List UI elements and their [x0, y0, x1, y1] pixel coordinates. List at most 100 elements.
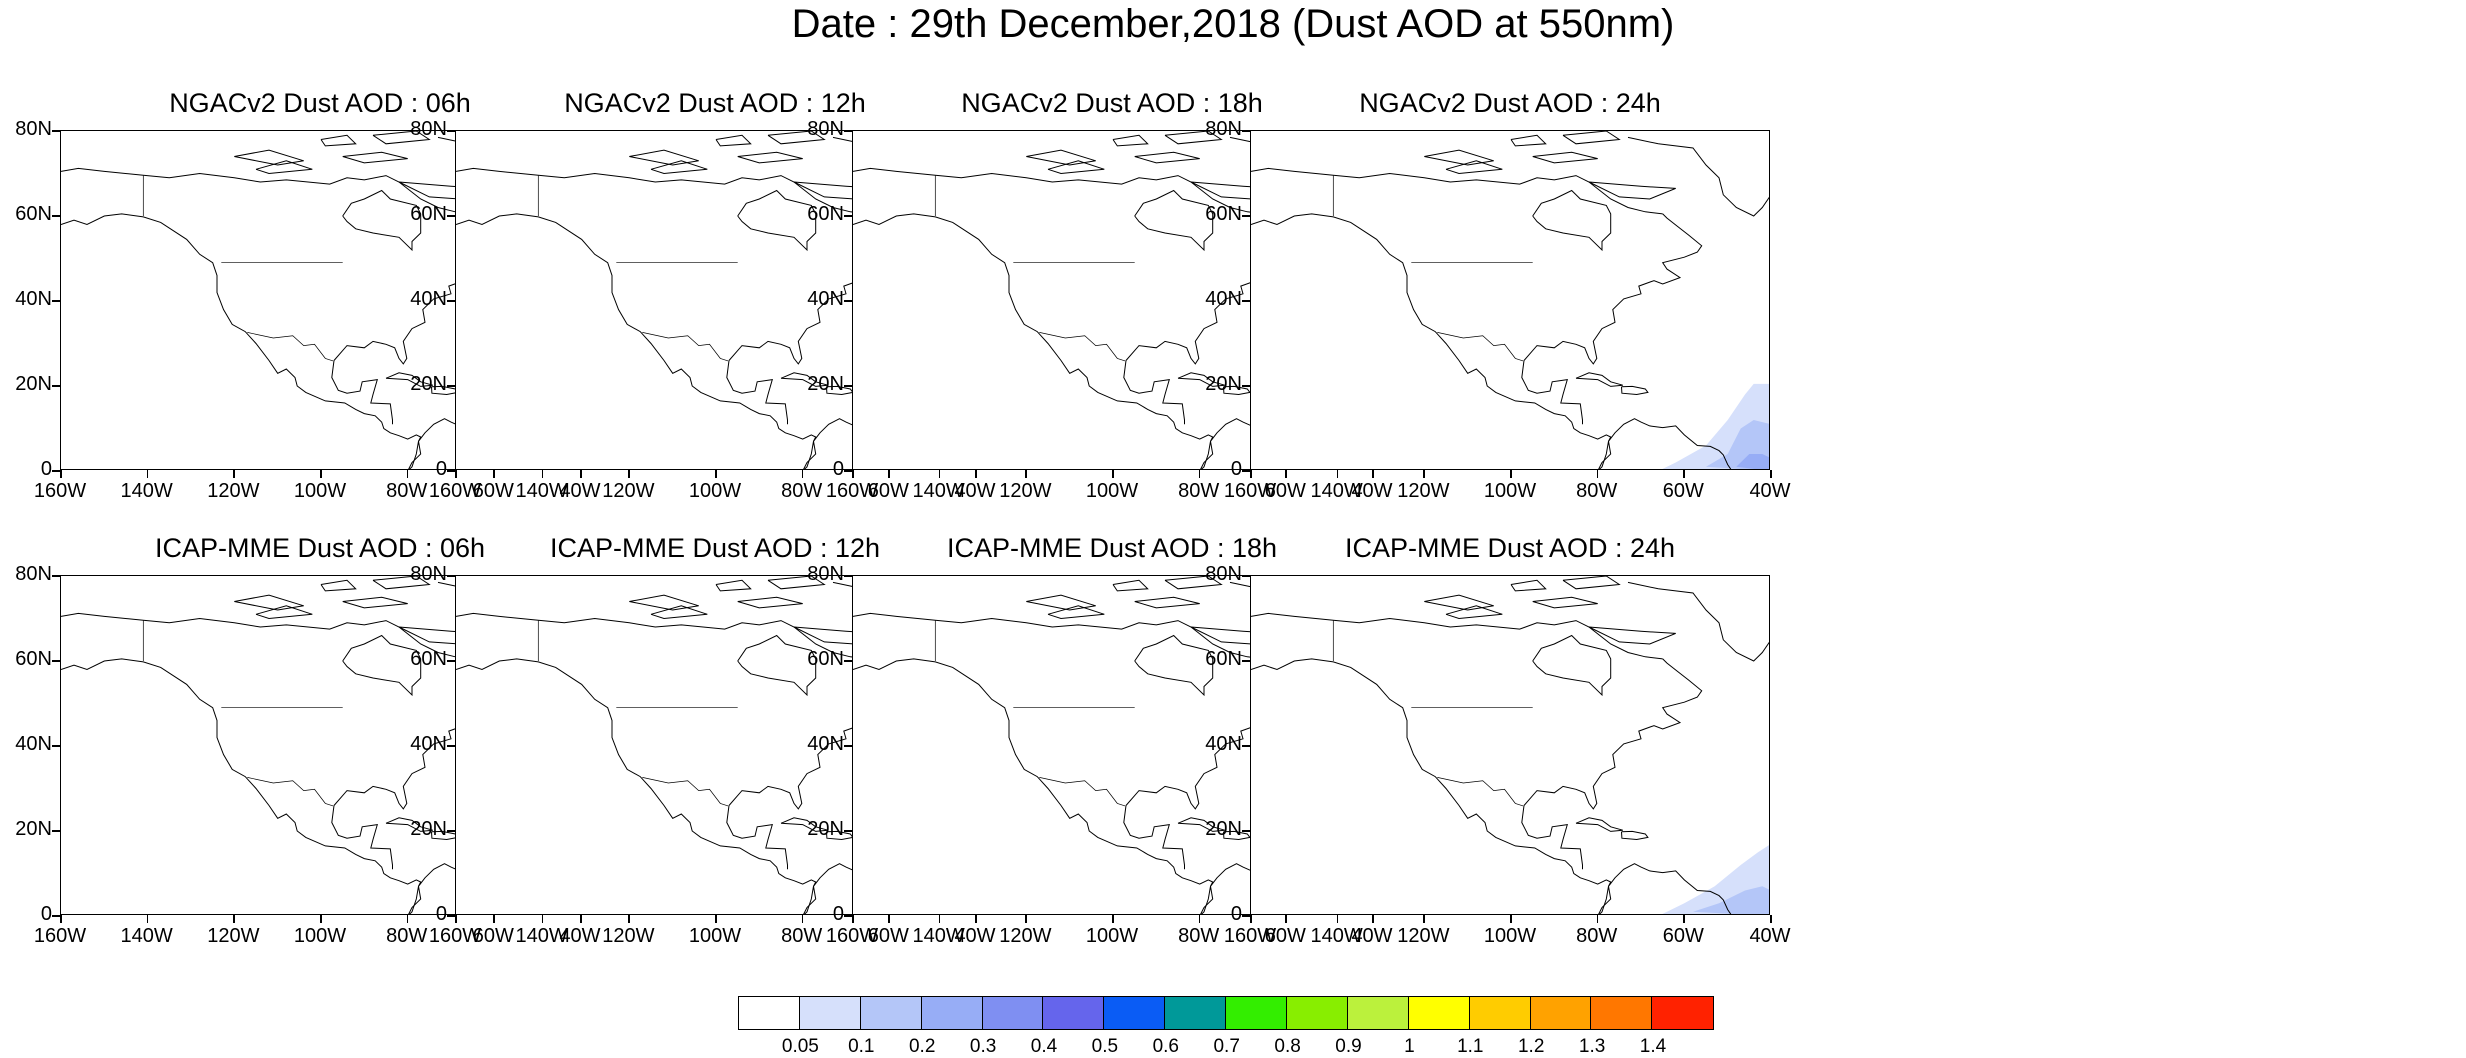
x-tick-label: 120W [999, 480, 1052, 502]
coastline [255, 605, 313, 620]
y-tick-label: 40N [1205, 733, 1242, 755]
y-tick-mark [1242, 470, 1250, 472]
coastline [61, 213, 422, 469]
coastline [1177, 372, 1225, 387]
x-tick-mark [493, 915, 495, 923]
panel-title: NGACv2 Dust AOD : 18h [961, 88, 1263, 118]
coastline [1164, 131, 1223, 145]
x-tick-label: 40W [559, 480, 601, 502]
x-tick-mark [1198, 470, 1201, 478]
x-tick-mark [938, 470, 941, 478]
coastline [385, 817, 433, 832]
x-tick-mark [1770, 915, 1772, 923]
y-tick-label: 20N [15, 373, 52, 395]
y-tick-label: 0 [1230, 903, 1242, 925]
colorbar-label: 0.8 [1274, 1036, 1301, 1057]
x-tick-label: 60W [1264, 480, 1306, 502]
coastline [1251, 213, 1612, 469]
y-tick-mark [447, 660, 455, 662]
x-tick-label: 60W [867, 925, 909, 947]
coastline [234, 594, 304, 611]
x-tick-mark [146, 915, 149, 923]
x-tick-label: 60W [1264, 925, 1306, 947]
x-tick-label: 120W [1397, 925, 1450, 947]
coastline [737, 596, 803, 609]
y-tick-label: 0 [40, 903, 52, 925]
x-tick-label: 40W [1351, 480, 1393, 502]
coastline [1112, 579, 1149, 592]
x-tick-label: 100W [1483, 925, 1537, 947]
coastline [342, 634, 422, 697]
coastline [780, 372, 828, 387]
coastline [853, 612, 936, 621]
coastline [853, 658, 1214, 914]
coastline [255, 160, 313, 175]
x-tick-mark [541, 470, 544, 478]
y-tick-mark [52, 130, 60, 132]
y-tick-label: 40N [1205, 288, 1242, 310]
y-tick-label: 0 [832, 458, 844, 480]
x-tick-mark [1770, 470, 1772, 478]
x-tick-mark [455, 470, 457, 478]
x-tick-mark [406, 915, 409, 923]
x-tick-label: 100W [688, 480, 742, 502]
colorbar-label: 0.05 [781, 1036, 819, 1057]
x-tick-label: 140W [912, 925, 965, 947]
y-tick-mark [844, 575, 852, 577]
y-tick-mark [447, 130, 455, 132]
y-tick-mark [844, 300, 852, 302]
y-tick-label: 0 [1230, 458, 1242, 480]
x-tick-label: 140W [515, 480, 568, 502]
x-tick-mark [1250, 470, 1252, 478]
x-tick-mark [888, 915, 890, 923]
x-tick-label: 100W [1085, 925, 1139, 947]
y-tick-mark [1242, 830, 1250, 832]
coastline [234, 149, 304, 166]
y-tick-label: 20N [1205, 373, 1242, 395]
x-tick-label: 100W [1483, 480, 1537, 502]
panel-title: ICAP-MME Dust AOD : 12h [549, 533, 881, 563]
coastline [342, 151, 408, 164]
x-tick-label: 160W [1223, 480, 1277, 502]
coastline [767, 576, 826, 590]
colorbar-swatch [1591, 997, 1653, 1029]
x-tick-mark [541, 915, 544, 923]
country-border [642, 777, 729, 807]
x-tick-mark [1250, 915, 1252, 923]
panel-title: ICAP-MME Dust AOD : 06h [154, 533, 486, 563]
y-tick-label: 60N [410, 203, 447, 225]
x-tick-mark [1112, 915, 1114, 923]
x-tick-mark [233, 915, 235, 923]
y-tick-mark [844, 470, 852, 472]
coastline [320, 134, 357, 147]
x-tick-mark [1510, 470, 1512, 478]
colorbar-swatch [799, 997, 861, 1029]
x-tick-label: 80W [1576, 480, 1618, 502]
colorbar-swatch [1287, 997, 1348, 1029]
map-panel: ICAP-MME Dust AOD : 24h 80N 60N 40N 20N 0 160W… [1190, 533, 1810, 973]
coastline [1251, 167, 1334, 176]
colorbar-swatch [1652, 997, 1714, 1029]
x-tick-label: 160W [428, 925, 482, 947]
country-border [1437, 777, 1524, 807]
coastline [1575, 372, 1623, 387]
x-tick-label: 140W [120, 480, 173, 502]
country-border [1437, 332, 1524, 362]
y-tick-label: 20N [1205, 818, 1242, 840]
x-tick-label: 120W [1397, 480, 1450, 502]
x-tick-label: 120W [602, 480, 655, 502]
x-tick-mark [852, 470, 854, 478]
coastline [780, 817, 828, 832]
coastline [853, 167, 936, 176]
x-tick-label: 140W [1310, 480, 1363, 502]
x-tick-mark [1510, 915, 1512, 923]
y-tick-label: 60N [1205, 648, 1242, 670]
x-tick-mark [1112, 470, 1114, 478]
x-tick-label: 80W [386, 925, 428, 947]
y-tick-mark [844, 745, 852, 747]
y-tick-mark [1242, 745, 1250, 747]
x-tick-mark [320, 915, 322, 923]
coastline [1123, 805, 1185, 870]
coastline [1445, 605, 1503, 620]
coastline [1510, 134, 1547, 147]
